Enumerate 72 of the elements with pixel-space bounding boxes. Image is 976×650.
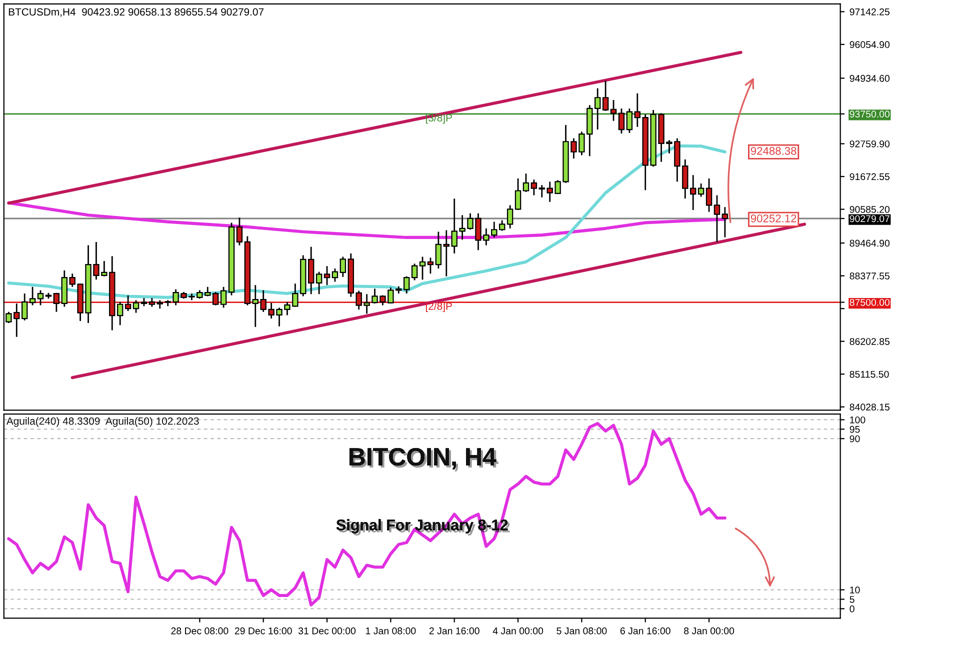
candlestick <box>324 265 330 286</box>
candlestick <box>411 262 418 281</box>
candlestick <box>618 108 625 134</box>
candlestick <box>21 292 28 322</box>
candlestick <box>610 99 617 122</box>
y-tick-label: 5 <box>850 596 854 603</box>
candlestick <box>499 220 506 232</box>
ref-line-label: [3/8]P <box>426 114 452 124</box>
candlestick <box>530 178 538 196</box>
y-tick-label: 92759.90 <box>850 140 890 148</box>
y-tick-label: 87500.00 <box>850 298 890 306</box>
candlestick <box>594 88 601 130</box>
y-tick-label: 84028.15 <box>850 404 890 411</box>
y-tick-label: 97142.25 <box>850 8 890 16</box>
x-tick-label: 29 Dec 16:00 <box>234 627 292 634</box>
candlestick <box>132 299 140 314</box>
y-tick-label: 95 <box>850 426 860 433</box>
x-tick-label: 31 Dec 00:00 <box>298 627 356 634</box>
candlestick <box>332 268 338 282</box>
y-tick-label: 88377.55 <box>850 272 890 280</box>
x-tick-label: 6 Jan 16:00 <box>620 627 670 634</box>
candlestick <box>427 256 434 274</box>
x-tick-label: 4 Jan 00:00 <box>492 627 544 634</box>
candlestick <box>435 231 442 270</box>
x-tick-label: 28 Dec 08:00 <box>171 627 228 634</box>
candlestick <box>722 206 728 238</box>
candlestick <box>419 256 426 280</box>
candlestick <box>308 246 314 295</box>
x-tick-label: 5 Jan 08:00 <box>556 627 607 634</box>
candlestick <box>37 290 44 306</box>
y-tick-label: 0 <box>850 605 854 612</box>
candlestick <box>514 178 522 211</box>
x-tick-label: 1 Jan 08:00 <box>366 627 416 634</box>
candlestick <box>698 182 704 198</box>
y-tick-label: 10 <box>850 586 860 594</box>
candlestick <box>706 178 712 213</box>
y-tick-label: 94934.60 <box>850 74 890 82</box>
y-tick-label: 100 <box>850 416 866 424</box>
annotation: BITCOIN, H4 <box>349 448 498 472</box>
candlestick <box>212 291 219 306</box>
candlestick <box>340 256 346 278</box>
y-tick-label: 90585.20 <box>850 206 890 213</box>
candlestick <box>634 92 640 128</box>
candlestick <box>53 292 60 313</box>
annotation: 90252.12 <box>750 214 796 222</box>
candlestick <box>236 216 243 246</box>
candlestick <box>626 108 633 134</box>
x-tick-label: 2 Jan 16:00 <box>429 627 480 634</box>
candlestick <box>538 184 545 198</box>
y-tick-label: 90 <box>850 435 860 442</box>
candlestick <box>506 204 514 230</box>
candlestick <box>522 172 530 193</box>
y-tick-label: 93750.00 <box>850 110 890 118</box>
x-tick-label: 8 Jan 00:00 <box>684 627 734 634</box>
candlestick <box>602 80 609 112</box>
candlestick <box>29 286 36 306</box>
candlestick <box>124 294 132 312</box>
y-tick-label: 86202.85 <box>850 338 890 345</box>
y-tick-label: 89464.90 <box>850 240 890 247</box>
candlestick <box>714 194 720 243</box>
y-tick-label: 96054.90 <box>850 41 890 48</box>
candlestick <box>690 174 696 211</box>
chart-title: BTCUSDm,H4 90423.92 90658.13 89655.54 90279.07 <box>8 8 264 17</box>
y-tick-label: 85115.50 <box>850 370 889 378</box>
candlestick <box>116 301 124 326</box>
candlestick <box>220 286 227 308</box>
candlestick <box>404 276 410 294</box>
candlestick <box>316 271 322 295</box>
annotation: Aguila(240) 48.3309 Aguila(50) 102.2023 <box>6 417 199 427</box>
annotation: 92488.38 <box>750 146 796 155</box>
y-tick-label: 91672.55 <box>850 173 890 180</box>
y-tick-label: 90279.07 <box>850 215 890 222</box>
